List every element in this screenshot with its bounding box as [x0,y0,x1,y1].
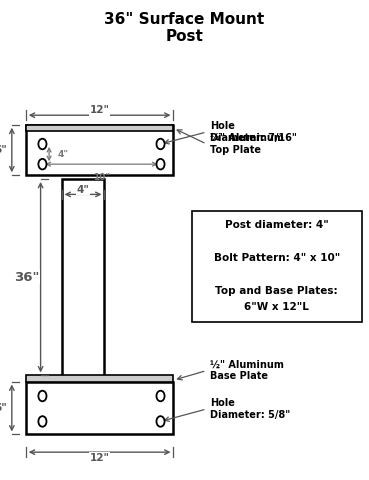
Text: 10": 10" [93,173,110,182]
Text: 36" Surface Mount
Post: 36" Surface Mount Post [104,12,265,44]
Text: ¼" Aluminum
Top Plate: ¼" Aluminum Top Plate [210,133,284,155]
Bar [62,179,104,377]
Bar [192,211,362,322]
Text: 6": 6" [0,145,7,155]
Text: ½" Aluminum
Base Plate: ½" Aluminum Base Plate [210,360,284,381]
Text: Hole
Diameter: 5/8": Hole Diameter: 5/8" [210,398,290,420]
Text: Post diameter: 4"

Bolt Pattern: 4" x 10"

Top and Base Plates:
6"W x 12"L: Post diameter: 4" Bolt Pattern: 4" x 10"… [214,220,340,312]
Text: Hole
Diameter: 7/16": Hole Diameter: 7/16" [210,121,297,143]
Bar [26,375,173,382]
Bar [26,382,173,434]
Bar [26,125,173,175]
Text: 36": 36" [14,271,39,284]
Text: 12": 12" [90,106,110,115]
Text: 4": 4" [77,185,89,194]
Text: 6": 6" [0,403,7,413]
Bar [26,125,173,131]
Text: 4": 4" [57,150,68,158]
Text: 12": 12" [90,453,110,463]
